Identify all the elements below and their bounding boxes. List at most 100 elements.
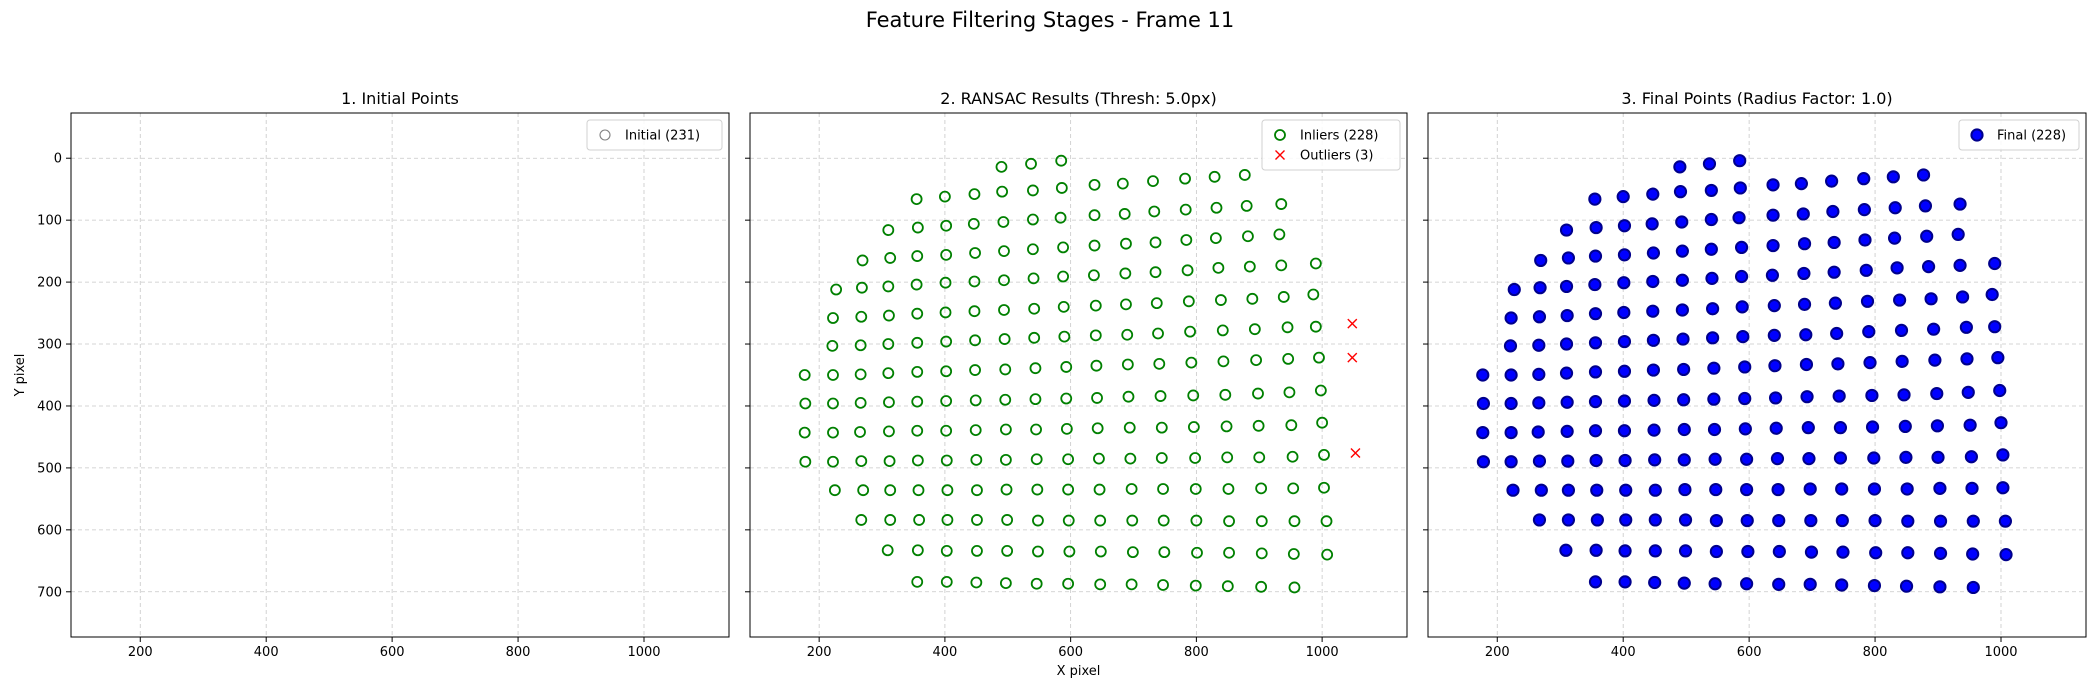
point-marker: [1318, 449, 1330, 461]
point-marker: [1155, 421, 1168, 434]
point-marker: [1678, 482, 1692, 497]
point-marker: [1617, 424, 1632, 438]
point-marker: [1772, 544, 1786, 559]
point-marker: [1121, 328, 1134, 341]
point-marker: [1589, 543, 1603, 557]
point-marker: [1147, 175, 1159, 188]
point-marker: [1318, 481, 1330, 494]
point-marker: [1709, 513, 1723, 528]
point-marker: [1028, 331, 1041, 344]
point-marker: [827, 455, 839, 468]
point-marker: [969, 334, 981, 347]
point-marker: [1705, 271, 1719, 285]
point-marker: [1617, 334, 1632, 349]
point-marker: [1287, 482, 1300, 495]
y-tick-label: 200: [37, 276, 62, 291]
point-marker: [1704, 183, 1718, 198]
point-marker: [1828, 296, 1842, 310]
point-marker: [1617, 364, 1632, 378]
point-marker: [1027, 243, 1039, 256]
point-marker: [1738, 422, 1752, 436]
point-marker: [1675, 244, 1689, 258]
point-marker: [1032, 545, 1044, 558]
point-marker: [854, 426, 866, 438]
point-marker: [1994, 416, 2008, 430]
x-tick-label: 800: [506, 645, 531, 660]
point-marker: [1191, 546, 1203, 559]
point-marker: [1588, 395, 1603, 409]
point-marker: [1800, 390, 1814, 404]
point-marker: [1765, 268, 1780, 282]
point-marker: [1560, 308, 1574, 323]
y-tick-label: 100: [37, 214, 62, 229]
point-marker: [1648, 513, 1662, 527]
point-marker: [1706, 302, 1720, 316]
point-marker: [1253, 451, 1266, 464]
point-marker: [1209, 232, 1222, 245]
point-marker: [1740, 513, 1754, 528]
x-tick-label: 600: [380, 645, 405, 660]
point-marker: [1771, 482, 1785, 497]
point-marker: [1532, 338, 1546, 352]
point-marker: [1741, 544, 1755, 559]
point-marker: [1062, 577, 1075, 590]
point-marker: [1062, 483, 1075, 496]
point-marker: [1857, 172, 1871, 186]
point-marker: [1157, 483, 1169, 495]
point-marker: [1963, 418, 1977, 432]
point-marker: [1835, 513, 1849, 528]
point-marker: [1031, 483, 1044, 496]
point-marker: [940, 454, 953, 467]
point-marker: [1677, 362, 1691, 377]
point-marker: [1895, 354, 1909, 368]
point-marker: [1590, 483, 1604, 497]
point-marker: [1027, 184, 1039, 197]
point-marker: [1309, 257, 1322, 270]
point-marker: [1054, 211, 1067, 224]
point-marker: [1707, 361, 1721, 375]
point-marker: [1252, 387, 1264, 400]
point-marker: [1248, 323, 1261, 336]
point-marker: [884, 252, 897, 264]
point-marker: [1285, 419, 1298, 432]
point-marker: [1532, 454, 1547, 468]
panel-title: 3. Final Points (Radius Factor: 1.0): [1621, 89, 1892, 108]
x-tick-label: 400: [932, 645, 957, 660]
point-marker: [968, 305, 981, 318]
point-marker: [1675, 215, 1689, 229]
axes-frame: [1427, 112, 2087, 638]
point-marker: [1960, 352, 1974, 366]
point-marker: [1704, 242, 1718, 256]
point-marker: [856, 254, 869, 267]
point-marker: [999, 363, 1012, 376]
point-marker: [1088, 269, 1100, 282]
point-marker: [1180, 234, 1193, 246]
point-marker: [1504, 368, 1518, 382]
point-marker: [1250, 354, 1263, 367]
point-marker: [1189, 452, 1202, 464]
point-marker: [1863, 356, 1877, 370]
point-marker: [999, 577, 1012, 590]
x-tick-label: 1000: [1306, 645, 1339, 660]
point-marker: [1063, 545, 1076, 558]
point-marker: [1707, 392, 1721, 406]
legend-marker: [1274, 129, 1286, 141]
point-marker: [1955, 290, 1970, 304]
point-marker: [1772, 513, 1786, 528]
point-marker: [1055, 182, 1068, 194]
point-marker: [1090, 359, 1103, 372]
point-marker: [1897, 388, 1911, 402]
point-marker: [1001, 514, 1014, 526]
point-marker: [1772, 577, 1786, 591]
point-marker: [911, 250, 924, 262]
point-marker: [1118, 208, 1131, 220]
point-marker: [1966, 547, 1980, 561]
point-marker: [1797, 237, 1812, 251]
point-marker: [1740, 452, 1754, 466]
point-marker: [1179, 172, 1191, 185]
point-marker: [1029, 393, 1042, 406]
point-marker: [999, 393, 1012, 406]
point-marker: [1836, 545, 1850, 559]
point-marker: [1930, 386, 1944, 401]
